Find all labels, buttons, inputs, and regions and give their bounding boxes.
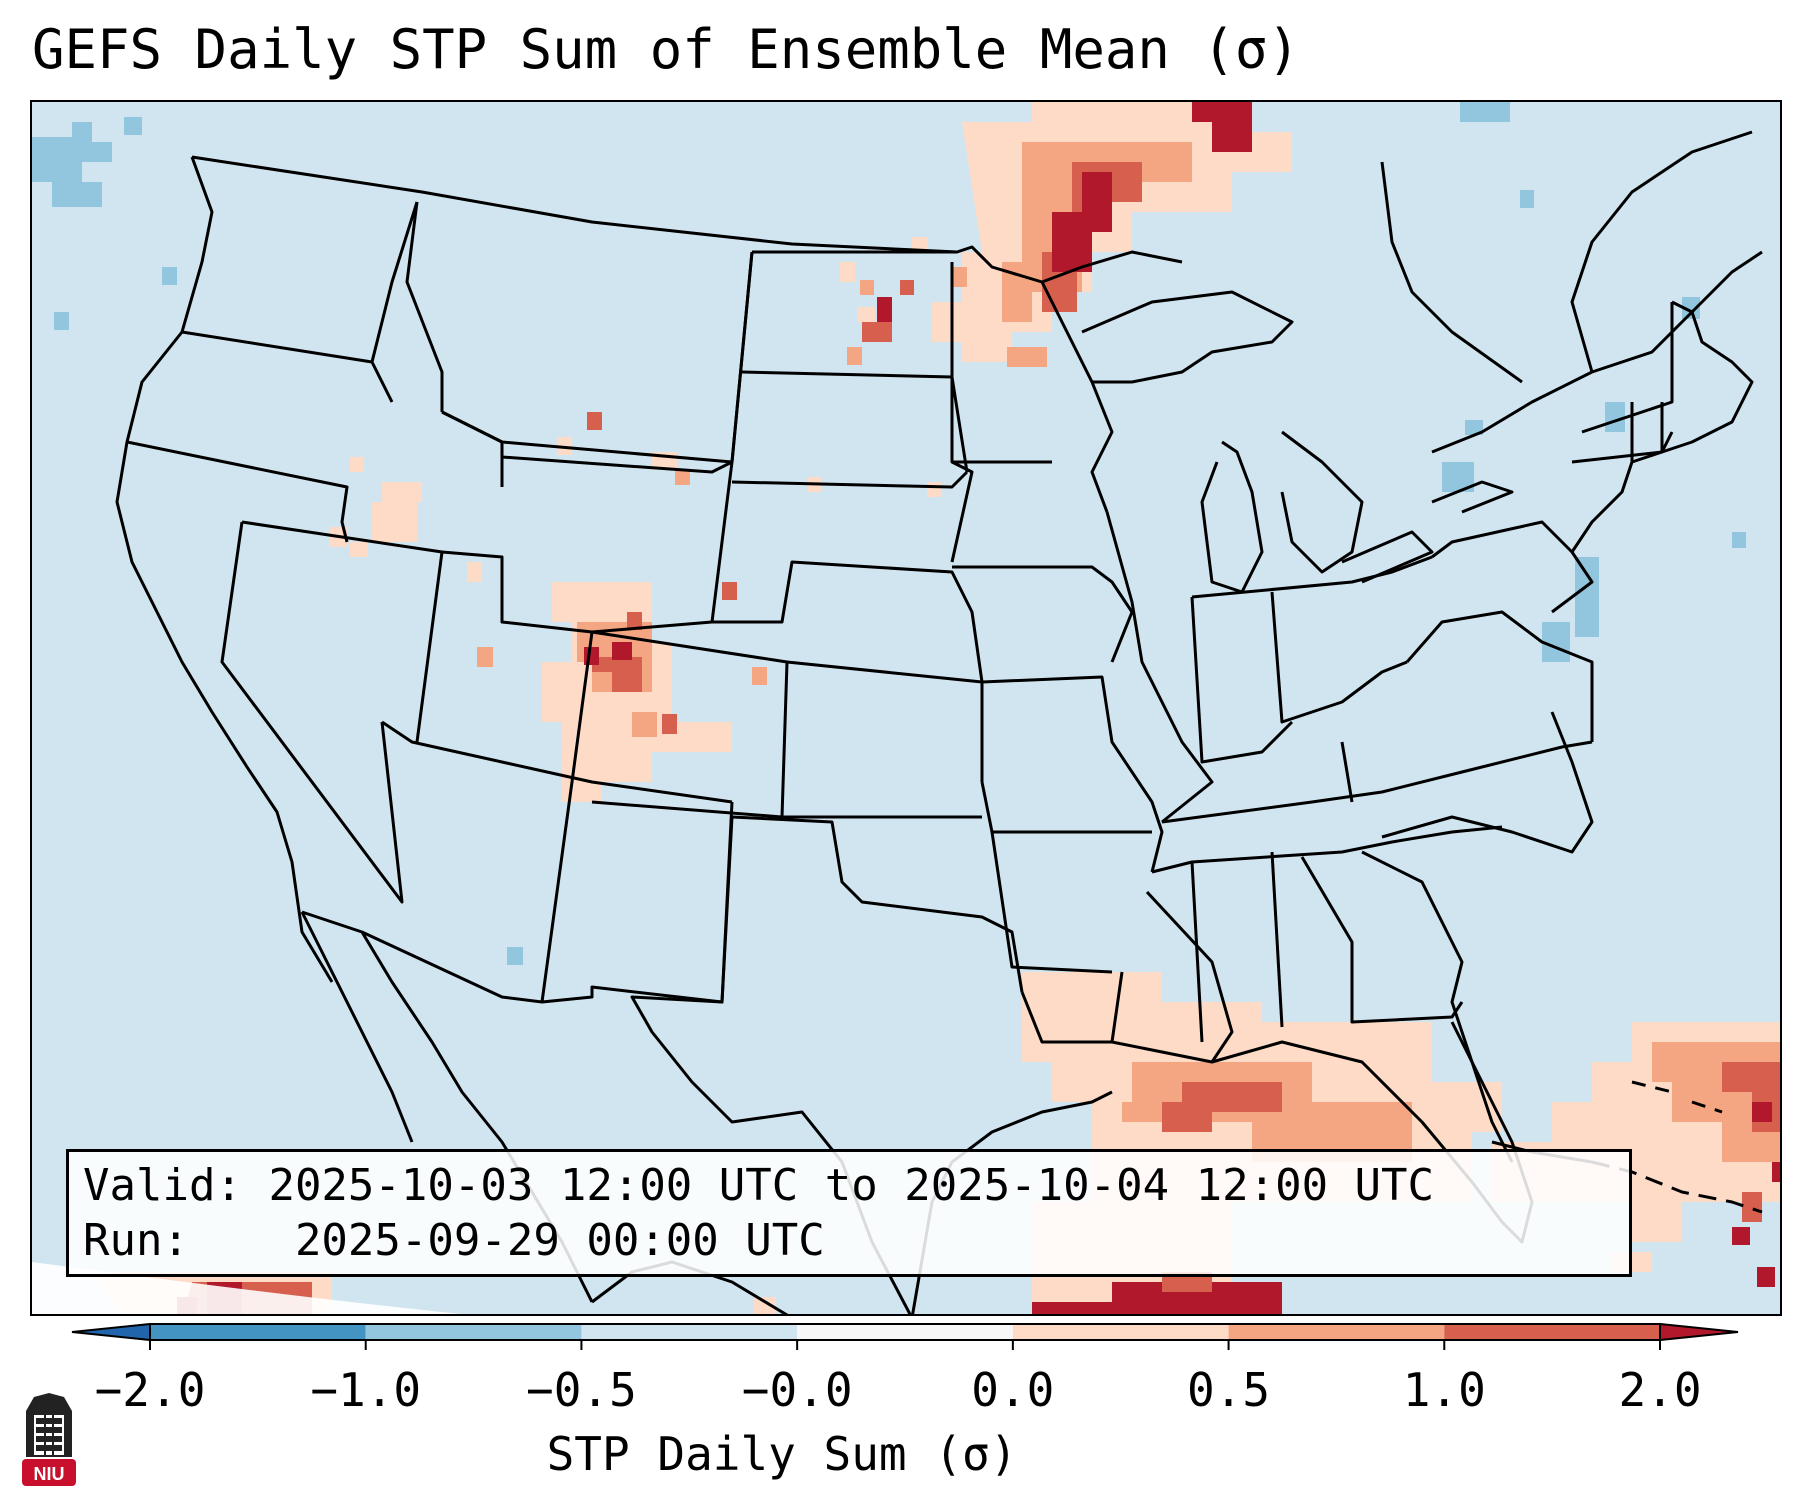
colorbar-bin — [581, 1324, 798, 1340]
niu-logo: NIU — [22, 1393, 76, 1486]
map-svg — [32, 102, 1780, 1314]
colorbar-tick-label: −0.0 — [741, 1363, 853, 1417]
colorbar-tick-label: −0.5 — [526, 1363, 637, 1417]
chart-title: GEFS Daily STP Sum of Ensemble Mean (σ) — [32, 18, 1300, 81]
colorbar-tick-label: −1.0 — [310, 1363, 422, 1417]
valid-label: Valid: — [83, 1160, 242, 1211]
colorbar-bin — [365, 1324, 582, 1340]
run-label: Run: — [83, 1215, 189, 1266]
colorbar-bin — [797, 1324, 1013, 1340]
colorbar-bin — [1228, 1324, 1445, 1340]
colorbar-frame — [149, 1323, 1661, 1341]
logo-text: NIU — [34, 1464, 65, 1484]
colorbar-tick-label: 2.0 — [1618, 1363, 1702, 1417]
run-value: 2025-09-29 00:00 UTC — [294, 1215, 825, 1266]
valid-run-info-box: Valid: 2025-10-03 12:00 UTC to 2025-10-0… — [66, 1149, 1632, 1277]
colorbar-tick-label: −2.0 — [94, 1363, 206, 1417]
colorbar-tick-label: 0.0 — [971, 1363, 1055, 1417]
valid-value: 2025-10-03 12:00 UTC to 2025-10-04 12:00… — [268, 1160, 1435, 1211]
map-panel — [30, 100, 1782, 1316]
colorbar-tick-label: 0.5 — [1187, 1363, 1271, 1417]
colorbar-bin — [1444, 1324, 1660, 1340]
colorbar-tick-label: 1.0 — [1402, 1363, 1486, 1417]
colorbar-extension-high — [1659, 1322, 1739, 1342]
colorbar-title: STP Daily Sum (σ) — [546, 1427, 1018, 1481]
colorbar-extension-low — [71, 1322, 151, 1342]
colorbar-bins — [71, 1322, 1739, 1342]
positive-anomaly-cells — [92, 102, 1780, 1314]
colorbar-bin — [150, 1324, 366, 1340]
run-row: Run: 2025-09-29 00:00 UTC — [83, 1213, 1615, 1268]
negative-anomaly-cells — [32, 102, 1746, 965]
colorbar-ticks — [149, 1340, 1661, 1350]
colorbar-bin — [1012, 1324, 1229, 1340]
valid-row: Valid: 2025-10-03 12:00 UTC to 2025-10-0… — [83, 1158, 1615, 1213]
